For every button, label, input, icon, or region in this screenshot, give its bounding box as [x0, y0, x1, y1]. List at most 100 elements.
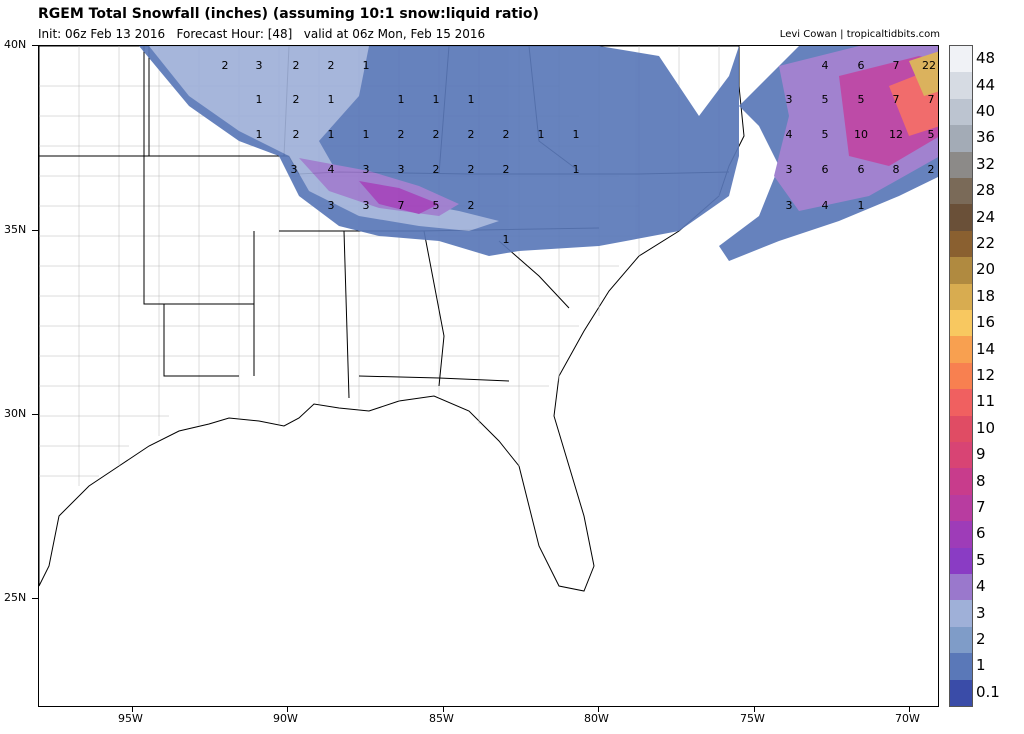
snowfall-value-label: 2: [293, 93, 300, 106]
snowfall-value-label: 7: [893, 93, 900, 106]
snowfall-value-label: 4: [822, 59, 829, 72]
lat-label: 25N: [4, 591, 27, 604]
snowfall-value-label: 2: [293, 128, 300, 141]
lat-label: 35N: [4, 223, 27, 236]
snowfall-value-label: 2: [398, 128, 405, 141]
colorbar-swatch: [950, 468, 972, 496]
snowfall-value-label: 1: [433, 93, 440, 106]
lat-tick: [32, 414, 38, 415]
snowfall-value-label: 1: [328, 128, 335, 141]
snowfall-value-label: 1: [538, 128, 545, 141]
lon-label: 70W: [895, 712, 920, 725]
colorbar-label: 1: [976, 656, 986, 675]
credit-text: Levi Cowan | tropicaltidbits.com: [779, 29, 940, 40]
chart-subtitle: Init: 06z Feb 13 2016 Forecast Hour: [48…: [38, 27, 486, 41]
colorbar-swatch: [950, 362, 972, 390]
colorbar-label: 9: [976, 445, 986, 464]
colorbar-swatch: [950, 389, 972, 417]
map-area: 2 3 2 2 1 1 2 1 1 1 1 1 2 1 1 2 2 2 2 1 1 3 4 3 3 2 2 2 1 3 3 7 5 2 1 4 6 7 22…: [38, 45, 939, 707]
lon-label: 95W: [118, 712, 143, 725]
snowfall-value-label: 10: [854, 128, 868, 141]
colorbar-label: 2: [976, 630, 986, 648]
snowfall-value-label: 5: [928, 128, 935, 141]
colorbar-swatch: [950, 46, 972, 73]
snowfall-value-label: 1: [573, 128, 580, 141]
lat-tick: [32, 230, 38, 231]
colorbar-swatch: [950, 653, 972, 681]
colorbar-label: 22: [976, 234, 996, 252]
colorbar-swatch: [950, 336, 972, 364]
snowfall-value-label: 4: [786, 128, 793, 141]
snowfall-value-label: 1: [398, 93, 405, 106]
snowfall-value-labels: 2 3 2 2 11 2 1 1 1 11 2 1 1 2 2 2 2 1 13 4 3 3 2 2 2 13 3 7 5 214 6 7 22…: [222, 59, 937, 246]
snowfall-value-label: 2: [503, 128, 510, 141]
colorbar-swatch: [950, 442, 972, 469]
snowfall-value-label: 3: [398, 163, 405, 176]
snowfall-value-label: 2: [468, 128, 475, 141]
colorbar-label: 7: [976, 498, 986, 516]
lon-label: 90W: [273, 712, 298, 725]
snowfall-value-label: 1: [468, 93, 475, 106]
colorbar-label: 0.1: [976, 682, 1000, 701]
snowfall-value-label: 1: [363, 59, 370, 72]
colorbar-label: 14: [976, 339, 996, 358]
snowfall-value-label: 1: [858, 199, 865, 212]
lon-label: 80W: [584, 712, 609, 725]
colorbar-swatch: [950, 98, 972, 126]
colorbar-label: 6: [976, 524, 986, 543]
snowfall-value-label: 2: [928, 163, 935, 176]
snowfall-value-label: 22: [922, 59, 936, 72]
colorbar-swatch: [950, 230, 972, 258]
colorbar-label: 18: [976, 286, 996, 305]
colorbar-label: 11: [976, 392, 996, 411]
colorbar-swatch: [950, 600, 972, 628]
lon-tick: [598, 707, 599, 712]
lon-tick: [443, 707, 444, 712]
lat-tick: [32, 45, 38, 46]
snowfall-value-label: 2: [328, 59, 335, 72]
lon-tick: [754, 707, 755, 712]
lon-tick: [909, 707, 910, 712]
snowfall-value-label: 1: [503, 233, 510, 246]
lat-label: 40N: [4, 38, 27, 51]
snowfall-value-label: 6: [822, 163, 829, 176]
snowfall-value-label: 7: [893, 59, 900, 72]
lon-tick: [132, 707, 133, 712]
snowfall-value-label: 2: [433, 128, 440, 141]
snowfall-value-label: 3: [328, 199, 335, 212]
snowfall-value-label: 5: [822, 93, 829, 106]
colorbar-swatch: [950, 310, 972, 337]
colorbar-swatch: [950, 204, 972, 232]
colorbar-swatch: [950, 178, 972, 205]
snowfall-value-label: 4: [822, 199, 829, 212]
snowfall-value-label: 3: [786, 163, 793, 176]
snowfall-value-label: 1: [256, 93, 263, 106]
snowfall-value-label: 3: [291, 163, 298, 176]
colorbar-swatch: [950, 547, 972, 575]
colorbar-label: 36: [976, 128, 996, 147]
snowfall-value-label: 5: [433, 199, 440, 212]
snowfall-value-label: 5: [858, 93, 865, 106]
chart-title: RGEM Total Snowfall (inches) (assuming 1…: [38, 6, 539, 22]
lon-label: 75W: [740, 712, 765, 725]
snowfall-map: 2 3 2 2 11 2 1 1 1 11 2 1 1 2 2 2 2 1 13 4 3 3 2 2 2 13 3 7 5 214 6 7 22…: [39, 46, 938, 706]
colorbar-label: 40: [976, 102, 996, 120]
snowfall-value-label: 6: [858, 163, 865, 176]
colorbar-swatch: [950, 151, 972, 179]
colorbar-label: 12: [976, 366, 996, 384]
snowfall-value-label: 2: [222, 59, 229, 72]
snowfall-value-label: 8: [893, 163, 900, 176]
snowfall-value-label: 2: [433, 163, 440, 176]
snowfall-value-label: 2: [468, 163, 475, 176]
snowfall-value-label: 3: [786, 199, 793, 212]
snowfall-value-label: 1: [363, 128, 370, 141]
colorbar-label: 32: [976, 154, 996, 173]
colorbar-swatch: [950, 626, 972, 654]
snowfall-shading: [139, 46, 938, 261]
snowfall-value-label: 2: [468, 199, 475, 212]
colorbar-label: 24: [976, 207, 996, 226]
snowfall-value-label: 3: [256, 59, 263, 72]
lon-tick: [287, 707, 288, 712]
colorbar: [949, 45, 973, 707]
colorbar-swatch: [950, 415, 972, 443]
